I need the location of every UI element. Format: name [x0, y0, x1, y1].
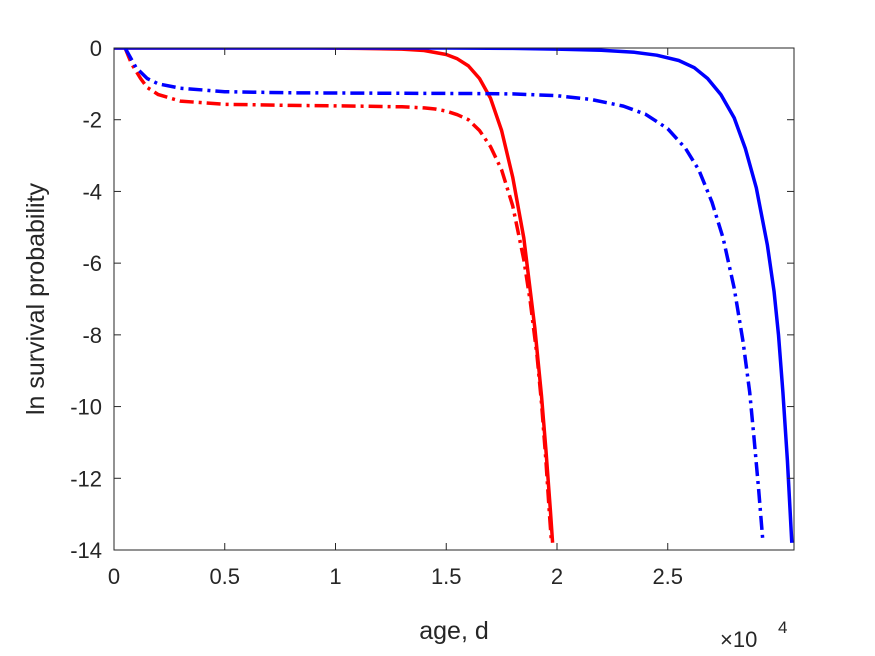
axes-box [113, 47, 795, 551]
x-tick-label: 0 [108, 564, 120, 589]
y-tick-label: 0 [90, 36, 102, 61]
x-tick-label: 1.5 [431, 564, 462, 589]
y-tick-label: -6 [82, 251, 102, 276]
y-tick-label: -12 [70, 466, 102, 491]
plot-background [114, 48, 794, 550]
series-line-blue-dashdot [123, 48, 765, 543]
tick-layer: 0 0.5 1 1.5 2 2.5 0 -2 -4 -6 -8 -10 -12 -14 [70, 36, 794, 589]
x-tick-label: 1 [329, 564, 341, 589]
x-exponent-power: 4 [778, 618, 787, 637]
y-tick-label: -14 [70, 538, 102, 563]
x-axis-label: age, d [419, 617, 489, 645]
x-exponent-base: ×10 [720, 627, 757, 652]
y-tick-label: -10 [70, 395, 102, 420]
x-tick-label: 2 [551, 564, 563, 589]
y-tick-label: -4 [82, 179, 102, 204]
y-axis-label: ln survival probability [22, 182, 50, 415]
y-tick-label: -8 [82, 323, 102, 348]
x-tick-label: 2.5 [652, 564, 683, 589]
x-tick-label: 0.5 [209, 564, 240, 589]
series-line-red-dashdot [123, 48, 554, 543]
y-tick-label: -2 [82, 108, 102, 133]
